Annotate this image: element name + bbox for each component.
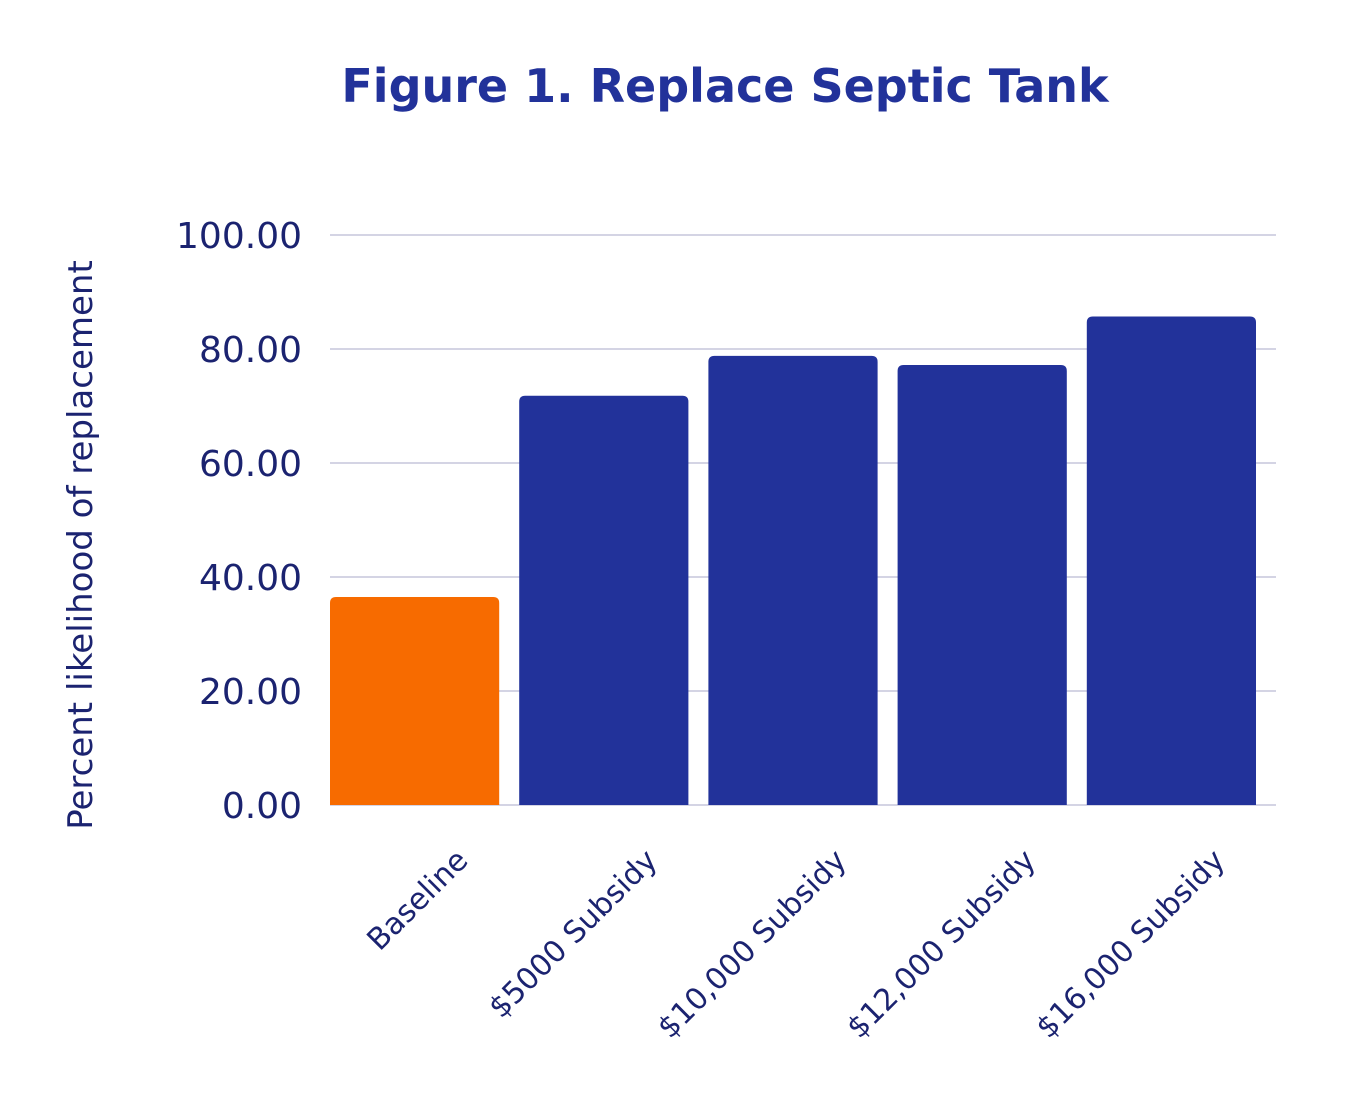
y-tick-label: 20.00 [199, 672, 302, 713]
bar [708, 355, 878, 805]
bar [519, 395, 689, 805]
y-tick-label: 60.00 [199, 444, 302, 485]
x-category-label: $5000 Subsidy [482, 843, 664, 1025]
x-category-label: Baseline [361, 843, 476, 958]
y-tick-label: 80.00 [199, 330, 302, 371]
x-category-label: $10,000 Subsidy [651, 843, 854, 1046]
y-tick-label: 40.00 [199, 558, 302, 599]
x-category-label: $16,000 Subsidy [1029, 843, 1232, 1046]
x-axis-categories: Baseline $5000 Subsidy$10,000 Subsidy$12,… [361, 843, 1232, 1046]
bar [1086, 316, 1256, 805]
y-axis-title: Percent likelihood of replacement [61, 260, 101, 830]
y-tick-label: 100.00 [176, 216, 302, 257]
chart-title: Figure 1. Replace Septic Tank [341, 59, 1110, 113]
bars [330, 316, 1256, 805]
y-axis-ticks: 0.00 20.00 40.00 60.00 80.00 100.00 [176, 216, 302, 827]
bar [897, 364, 1067, 805]
y-tick-label: 0.00 [222, 786, 302, 827]
bar [330, 596, 500, 805]
x-category-label: $12,000 Subsidy [840, 843, 1043, 1046]
